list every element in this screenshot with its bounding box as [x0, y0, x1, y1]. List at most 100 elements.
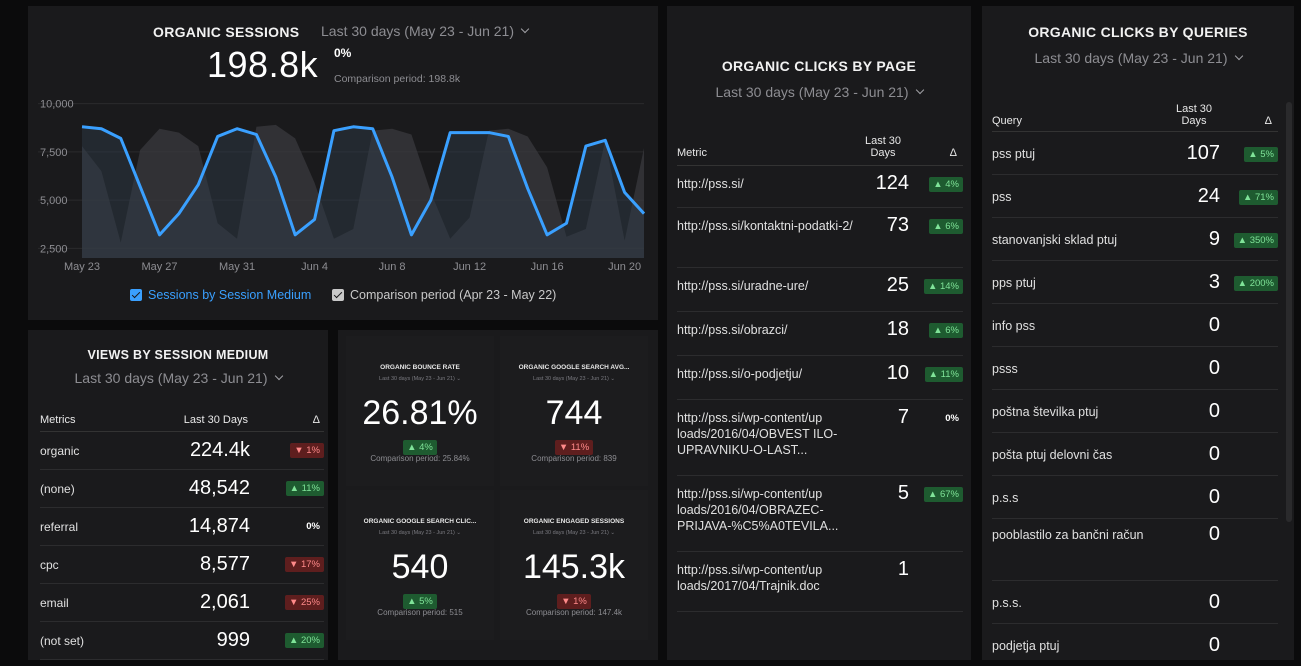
delta-cell: ▼ 25%	[250, 595, 324, 610]
period-selector[interactable]: Last 30 days (May 23 - Jun 21) ⌄	[500, 376, 648, 382]
kpi-tile: ORGANIC ENGAGED SESSIONS Last 30 days (Ma…	[500, 490, 648, 640]
table-row[interactable]: http://pss.si/uradne-ure/25 ▲ 14%	[677, 268, 963, 312]
pages-table: Metric Last 30 Days Δ http://pss.si/124 ▲…	[677, 124, 963, 612]
metric-value: 999	[216, 629, 250, 651]
comparison-text: Comparison period: 147.4k	[525, 608, 623, 617]
delta-cell: ▲ 200%	[1220, 275, 1278, 291]
legend-item-comparison[interactable]: Comparison period (Apr 23 - May 22)	[332, 288, 556, 302]
clicks-value: 9	[1208, 228, 1220, 250]
x-tick-label: May 31	[219, 261, 255, 273]
delta-badge: ▲ 350%	[1233, 233, 1278, 248]
period-selector[interactable]: Last 30 days (May 23 - Jun 21) ⌄	[500, 530, 648, 536]
period-label: Last 30 days (May 23 - Jun 21)	[1034, 50, 1228, 66]
table-row[interactable]: p.s.s 0	[992, 476, 1278, 519]
table-row[interactable]: http://pss.si/wp-content/up loads/2016/0…	[677, 400, 963, 476]
metric-value: 2,061	[199, 591, 250, 613]
period-label: Last 30 days (May 23 - Jun 21)	[321, 23, 514, 39]
table-row[interactable]: poštna številka ptuj 0	[992, 390, 1278, 433]
chevron-down-icon	[274, 371, 283, 381]
period-selector[interactable]: Last 30 days (May 23 - Jun 21)	[28, 370, 328, 386]
chevron-down-icon: ⌄	[608, 376, 615, 382]
table-row[interactable]: pošta ptuj delovni čas 0	[992, 433, 1278, 476]
clicks-value: 73	[886, 214, 909, 236]
column-header: Last 30 Days	[864, 135, 902, 159]
widget-title: ORGANIC CLICKS BY QUERIES	[1028, 24, 1248, 40]
delta-cell	[1220, 527, 1278, 528]
period-selector[interactable]: Last 30 days (May 23 - Jun 21) ⌄	[346, 530, 494, 536]
delta-cell: ▲ 6%	[909, 218, 963, 234]
table-row[interactable]: http://pss.si/wp-content/up loads/2016/0…	[677, 476, 963, 552]
delta-cell: 0%	[250, 519, 324, 534]
query-text: stanovanjski sklad ptuj	[992, 233, 1118, 247]
comparison-text: Comparison period: 839	[531, 454, 617, 463]
metric-name: referral	[40, 519, 79, 534]
table-row[interactable]: http://pss.si/kontaktni-podatki-2/73 ▲ 6%	[677, 208, 963, 268]
delta-cell: ▲ 11%	[909, 366, 963, 382]
query-text: psss	[992, 362, 1018, 376]
table-row: (not set) 999 ▲ 20%	[40, 622, 324, 660]
clicks-value: 1	[897, 558, 909, 580]
table-row[interactable]: http://pss.si/o-podjetju/10 ▲ 11%	[677, 356, 963, 400]
delta-badge: ▲ 11%	[285, 481, 324, 496]
delta-cell: ▲ 14%	[909, 278, 963, 294]
column-header: Last 30 Days	[183, 413, 248, 426]
table-row[interactable]: pps ptuj 3 ▲ 200%	[992, 261, 1278, 304]
organic-clicks-by-page-widget: ORGANIC CLICKS BY PAGE Last 30 days (May…	[667, 6, 971, 660]
table-row[interactable]: p.s.s. 0	[992, 581, 1278, 624]
delta-cell	[1220, 595, 1278, 596]
delta-badge: ▲ 5%	[403, 594, 437, 609]
widget-title: ORGANIC SESSIONS	[153, 24, 300, 40]
widget-title: ORGANIC CLICKS BY PAGE	[721, 58, 917, 74]
table-row[interactable]: http://pss.si/wp-content/up loads/2017/0…	[677, 552, 963, 612]
table-row[interactable]: http://pss.si/124 ▲ 4%	[677, 166, 963, 208]
comparison-text: Comparison period: 515	[377, 608, 463, 617]
table-row[interactable]: pss ptuj 107 ▲ 5%	[992, 132, 1278, 175]
table-row[interactable]: stanovanjski sklad ptuj 9 ▲ 350%	[992, 218, 1278, 261]
delta-badge: ▲ 5%	[1244, 147, 1278, 162]
clicks-value: 0	[1208, 314, 1220, 336]
table-row[interactable]: podjetja ptuj 0	[992, 624, 1278, 660]
query-text: poštna številka ptuj	[992, 405, 1099, 419]
table-row[interactable]: pooblastilo za bančni račun 0	[992, 519, 1278, 581]
table-row[interactable]: psss 0	[992, 347, 1278, 390]
delta-badge: ▲ 4%	[403, 440, 437, 455]
x-tick-label: Jun 16	[531, 261, 564, 273]
clicks-value: 0	[1208, 591, 1220, 613]
column-header: Metrics	[40, 413, 76, 426]
scrollbar[interactable]	[1286, 102, 1292, 522]
table-row: referral 14,874 0%	[40, 508, 324, 546]
delta-cell	[1220, 490, 1278, 491]
x-tick-label: Jun 12	[453, 261, 486, 273]
metric-value: 14,874	[188, 515, 250, 537]
table-row[interactable]: pss 24 ▲ 71%	[992, 175, 1278, 218]
table-header: Metrics Last 30 Days Δ	[40, 408, 324, 432]
delta-cell: ▲ 11%	[250, 481, 324, 496]
period-selector[interactable]: Last 30 days (May 23 - Jun 21)	[982, 50, 1294, 66]
chevron-down-icon: ⌄	[454, 376, 461, 382]
clicks-value: 0	[1208, 357, 1220, 379]
column-header: Δ	[1264, 115, 1272, 127]
delta-cell: ▲ 350%	[1220, 232, 1278, 248]
period-selector[interactable]: Last 30 days (May 23 - Jun 21)	[667, 84, 971, 100]
clicks-value: 18	[886, 318, 909, 340]
checkbox-icon	[332, 289, 344, 301]
organic-clicks-by-queries-widget: ORGANIC CLICKS BY QUERIES Last 30 days (…	[982, 6, 1294, 660]
table-row[interactable]: info pss 0	[992, 304, 1278, 347]
delta-badge: ▲ 4%	[929, 177, 963, 192]
query-text: p.s.s.	[992, 596, 1022, 610]
table-row[interactable]: http://pss.si/obrazci/18 ▲ 6%	[677, 312, 963, 356]
delta-badge: ▼ 17%	[284, 557, 324, 572]
period-selector[interactable]: Last 30 days (May 23 - Jun 21) ⌄	[346, 376, 494, 382]
delta-cell	[1220, 447, 1278, 448]
x-tick-label: May 27	[141, 261, 177, 273]
delta-badge: ▲ 6%	[929, 323, 963, 338]
clicks-value: 24	[1197, 185, 1220, 207]
delta-cell	[1220, 361, 1278, 362]
query-text: p.s.s	[992, 491, 1019, 505]
legend-item-current[interactable]: Sessions by Session Medium	[130, 288, 311, 302]
delta-badge: ▲ 11%	[924, 367, 963, 382]
y-tick-label: 10,000	[40, 99, 74, 111]
page-url: http://pss.si/kontaktni-podatki-2/	[677, 219, 853, 233]
period-selector[interactable]: Last 30 days (May 23 - Jun 21)	[321, 23, 530, 39]
kpi-title: ORGANIC GOOGLE SEARCH CLIC...	[363, 518, 477, 525]
